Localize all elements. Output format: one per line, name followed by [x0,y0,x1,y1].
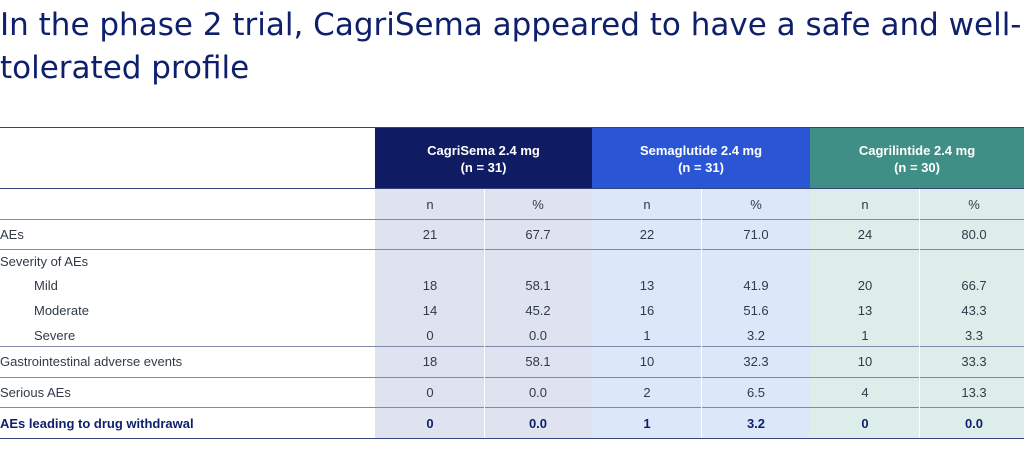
column-divider [919,189,920,438]
table-cell: 0.0 [964,416,984,431]
table-cell: 0 [861,416,869,431]
cagrilintide-column-shade [810,189,1024,438]
table-cell: 2 [643,385,651,400]
table-cell: 43.3 [961,303,987,318]
table-cell: 4 [861,385,869,400]
row-rule [0,346,1024,347]
table-cell: 51.6 [743,303,769,318]
table-cell: 6.5 [746,385,766,400]
table-cell: 0.0 [528,328,548,343]
row-label: Severe [34,328,76,343]
table-cell: 1 [643,416,651,431]
table-cell: 0 [426,385,434,400]
row-label: AEs leading to drug withdrawal [0,416,194,431]
table-top-rule [0,127,1024,128]
table-cell: 18 [422,278,438,293]
table-cell: 41.9 [743,278,769,293]
row-label: AEs [0,227,24,242]
table-cell: 67.7 [525,227,551,242]
table-cell: 10 [857,354,873,369]
table-cell: 3.2 [746,416,766,431]
subheader-cell: n [426,197,434,212]
row-rule [0,407,1024,408]
row-label: Serious AEs [0,385,71,400]
group-name: Semaglutide 2.4 mg [639,142,763,158]
table-cell: 1 [643,328,651,343]
table-cell: 3.2 [746,328,766,343]
header-rule [0,188,1024,189]
group-n: (n = 31) [678,159,724,175]
subheader-cell: % [968,197,980,212]
table-cell: 13 [639,278,655,293]
table-cell: 0 [426,328,434,343]
table-cell: 3.3 [964,328,984,343]
cagrisema-column-shade [375,189,592,438]
table-cell: 20 [857,278,873,293]
table-cell: 18 [422,354,438,369]
group-name: CagriSema 2.4 mg [427,142,540,158]
row-label: Severity of AEs [0,254,89,269]
group-header-cagrisema: CagriSema 2.4 mg (n = 31) [375,128,592,189]
group-header-semaglutide: Semaglutide 2.4 mg (n = 31) [592,128,810,189]
title-line-2: tolerated profile [0,50,250,86]
page-title: In the phase 2 trial, CagriSema appeared… [0,4,1024,90]
table-cell: 13 [857,303,873,318]
row-label: Mild [34,278,58,293]
table-cell: 0 [426,416,434,431]
subheader-cell: n [643,197,651,212]
subheader-cell: n [861,197,869,212]
row-rule [0,249,1024,250]
row-label: Moderate [34,303,89,318]
table-cell: 16 [639,303,655,318]
table-cell: 58.1 [525,278,551,293]
table-cell: 32.3 [743,354,769,369]
table-cell: 13.3 [961,385,987,400]
table-cell: 14 [422,303,438,318]
group-header-cagrilintide: Cagrilintide 2.4 mg (n = 30) [810,128,1024,189]
table-cell: 45.2 [525,303,551,318]
row-label: Gastrointestinal adverse events [0,354,183,369]
table-cell: 24 [857,227,873,242]
table-cell: 33.3 [961,354,987,369]
table-cell: 0.0 [528,416,548,431]
subheader-rule [0,219,1024,220]
table-bottom-rule [0,438,1024,439]
group-n: (n = 31) [460,159,507,175]
subheader-cell: % [532,197,544,212]
table-cell: 71.0 [743,227,769,242]
table-cell: 66.7 [961,278,987,293]
column-divider [701,189,702,438]
table-cell: 58.1 [525,354,551,369]
table-cell: 1 [861,328,869,343]
table-cell: 0.0 [528,385,548,400]
row-rule [0,377,1024,378]
table-cell: 80.0 [961,227,987,242]
table-cell: 21 [422,227,438,242]
group-name: Cagrilintide 2.4 mg [858,142,976,158]
subheader-cell: % [750,197,762,212]
table-cell: 10 [639,354,655,369]
title-line-1: In the phase 2 trial, CagriSema appeared… [0,7,1022,43]
column-divider [484,189,485,438]
table-cell: 22 [639,227,655,242]
group-n: (n = 30) [894,159,940,175]
